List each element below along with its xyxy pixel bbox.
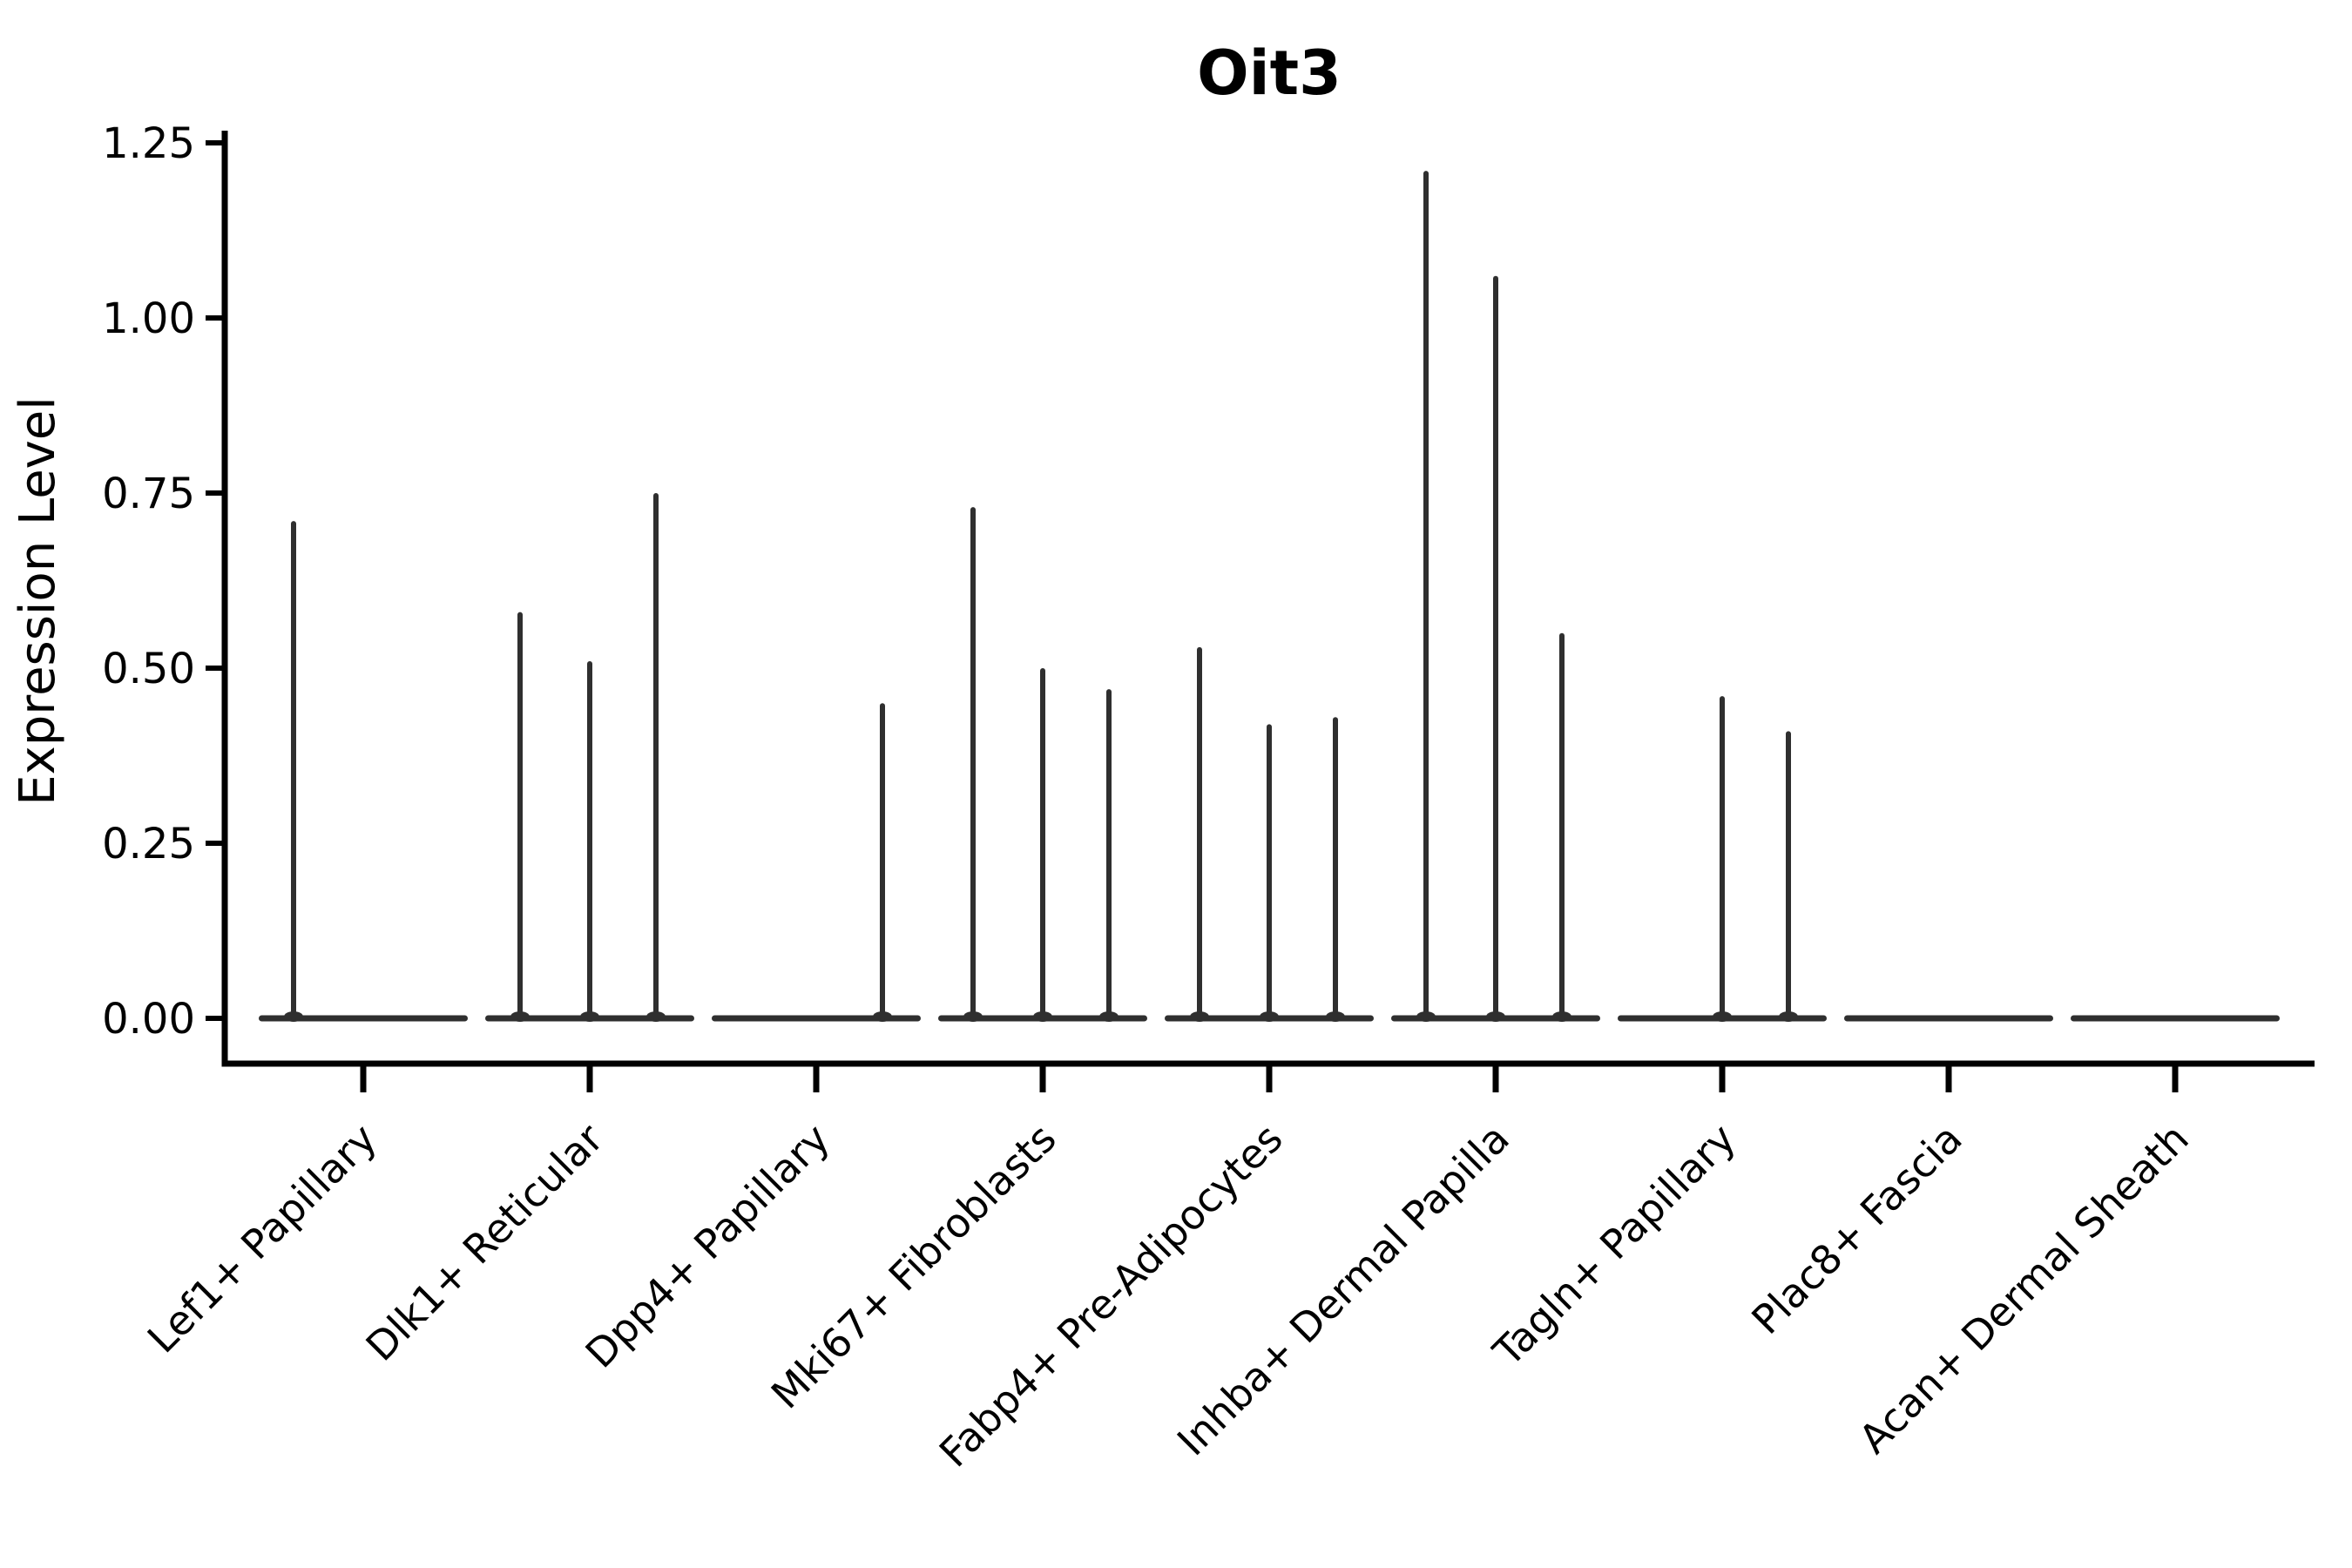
violin-spike [653,493,659,1021]
violin-spike [1786,731,1791,1021]
y-tick-label: 1.25 [102,119,195,168]
violins-group [259,171,2280,1022]
y-tick-label: 0.50 [102,645,195,693]
x-tick-label: Dlk1+ Reticular [357,1115,612,1370]
violin-spike [1559,632,1565,1021]
violin-spike [517,612,523,1021]
violin-spike [1333,717,1338,1021]
x-tick-label: Plac8+ Fascia [1742,1115,1970,1343]
violin-spike [880,703,885,1021]
chart-title: Oit3 [1197,37,1342,109]
violin-baseline [259,1015,468,1022]
x-tick-label: Dpp4+ Papillary [577,1115,839,1377]
x-tick-label: Lef1+ Papillary [139,1115,386,1362]
violin-baseline [1844,1015,2053,1022]
y-axis-label: Expression Level [10,396,66,806]
violin-spike [587,660,592,1021]
violin-spike [1040,668,1045,1021]
y-axis: 0.00 0.25 0.50 0.75 1.00 1.25 [102,119,228,1067]
violin-baseline [2071,1015,2280,1022]
violin-spike [1267,724,1272,1021]
violin-baseline [712,1015,921,1022]
violin-spike [291,521,296,1021]
violin-spike [1423,171,1429,1021]
violin-spike [1493,275,1498,1021]
y-tick-label: 0.75 [102,470,195,518]
y-tick-label: 0.25 [102,820,195,868]
x-tick-label: Tagln+ Papillary [1484,1115,1745,1376]
y-tick-label: 1.00 [102,294,195,343]
violin-spike [1106,689,1112,1021]
y-tick-label: 0.00 [102,995,195,1044]
violin-spike [970,507,976,1021]
violin-spike [1197,646,1202,1021]
violin-spike [1720,696,1725,1021]
